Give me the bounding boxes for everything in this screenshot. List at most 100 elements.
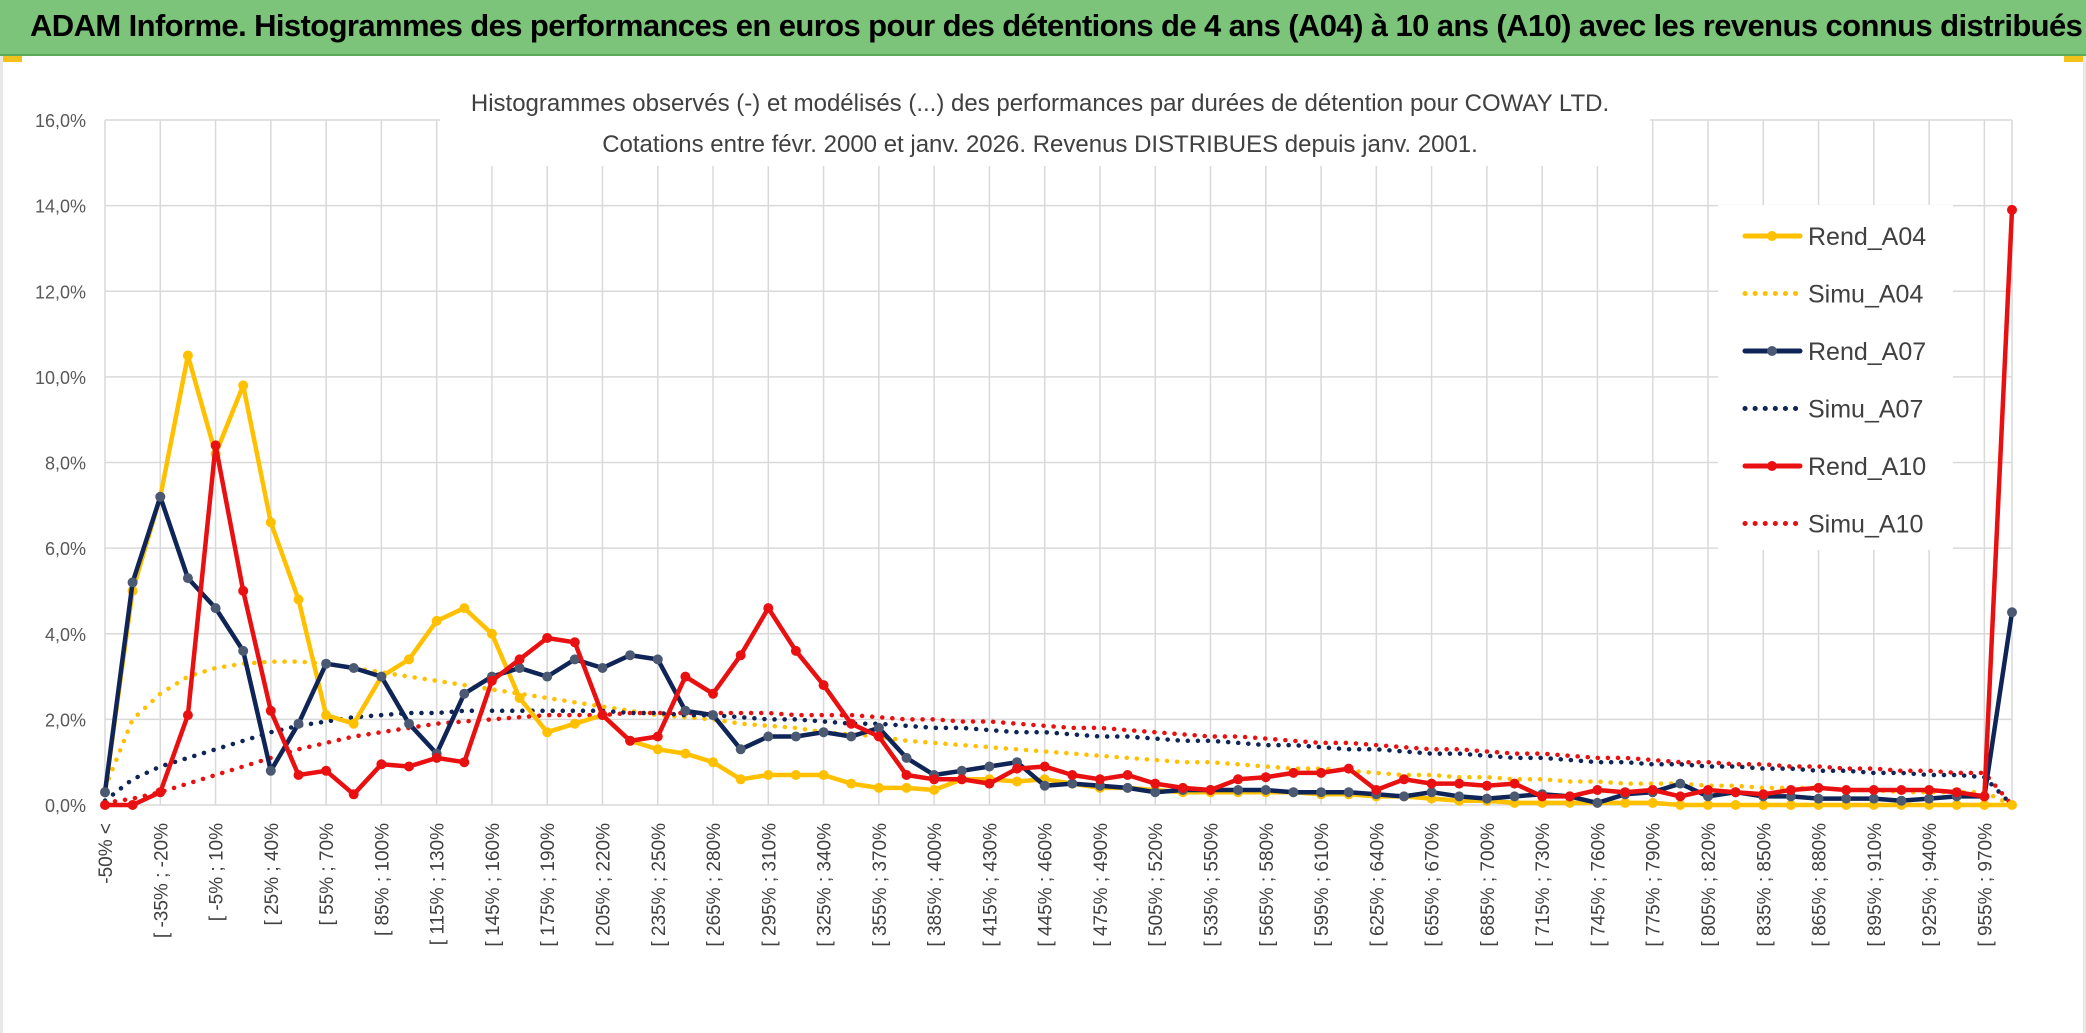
data-point: [1454, 778, 1465, 789]
x-tick-label: [ 55% ; 70%: [317, 823, 338, 926]
data-point: [514, 654, 525, 665]
data-point: [680, 671, 691, 682]
x-tick-label: -50% <: [96, 823, 117, 884]
data-point: [597, 710, 608, 721]
data-point: [404, 718, 414, 729]
data-point: [569, 718, 580, 729]
data-point: [238, 585, 249, 596]
series-line-rend-a04: [102, 353, 2015, 808]
data-point: [1785, 800, 1796, 810]
data-point: [1260, 772, 1271, 783]
data-point: [127, 577, 138, 588]
x-tick-label: [ 115% ; 130%: [428, 823, 449, 945]
data-point: [265, 765, 276, 776]
data-point: [597, 663, 608, 673]
data-point: [404, 761, 414, 772]
data-point: [818, 727, 829, 738]
data-point: [763, 770, 774, 780]
data-point: [1951, 787, 1962, 798]
x-tick-label: [ 415% ; 430%: [980, 823, 1001, 947]
data-point: [1177, 782, 1188, 793]
data-point: [321, 710, 332, 721]
data-point: [1896, 785, 1907, 795]
data-point: [348, 789, 359, 800]
x-tick-label: [ 865% ; 880%: [1810, 823, 1831, 947]
data-point: [1592, 785, 1603, 795]
x-tick-label: [ 625% ; 640%: [1367, 823, 1388, 947]
data-point: [873, 782, 884, 793]
data-point: [1868, 793, 1879, 804]
data-point: [652, 744, 663, 755]
data-point: [265, 705, 276, 716]
data-point: [652, 731, 663, 742]
data-point: [321, 658, 332, 669]
series-line-simu-a04: [102, 659, 2015, 808]
data-point: [873, 731, 884, 742]
data-point: [1039, 780, 1050, 791]
y-tick-label: 8,0%: [45, 454, 86, 474]
data-point: [1675, 778, 1686, 789]
data-point: [1316, 787, 1327, 798]
x-tick-label: [ 145% ; 160%: [483, 823, 504, 947]
data-point: [1868, 785, 1879, 795]
data-point: [182, 573, 193, 584]
data-point: [680, 705, 691, 716]
x-tick-label: [ 445% ; 460%: [1036, 823, 1057, 947]
data-point: [1233, 774, 1244, 785]
x-tick-label: [ 805% ; 820%: [1699, 823, 1720, 947]
x-tick-label: [ 685% ; 700%: [1478, 823, 1499, 947]
data-point: [1675, 791, 1686, 802]
data-point: [1924, 785, 1935, 795]
corner-accent-right: [2064, 56, 2086, 62]
data-point: [321, 765, 332, 776]
data-point: [155, 491, 166, 502]
data-point: [1979, 800, 1990, 810]
data-point: [1509, 791, 1520, 802]
data-point: [1951, 800, 1962, 810]
data-point: [984, 761, 995, 772]
x-tick-label: [ 325% ; 340%: [815, 823, 836, 947]
x-tick-label: [ 295% ; 310%: [759, 823, 780, 947]
x-tick-label: [ 775% ; 790%: [1644, 823, 1665, 947]
data-point: [1399, 774, 1409, 785]
data-point: [956, 774, 967, 785]
data-point: [763, 603, 774, 614]
legend-label: Simu_A04: [1808, 281, 1923, 309]
legend-marker: [1767, 231, 1777, 241]
x-tick-label: [ 355% ; 370%: [870, 823, 891, 947]
data-point: [238, 380, 249, 391]
x-tick-label: [ 85% ; 100%: [372, 823, 393, 936]
data-point: [1647, 797, 1658, 808]
legend-label: Simu_A07: [1808, 396, 1923, 424]
data-point: [376, 671, 387, 682]
legend-marker: [1767, 346, 1777, 356]
x-axis-ticks: -50% < [ -35% ; -20% [ -5% ; 10% [ 25% ; 40…: [96, 823, 1996, 947]
x-tick-label: [ 505% ; 520%: [1146, 823, 1167, 947]
data-point: [1813, 782, 1824, 793]
chart-subtitle: Cotations entre févr. 2000 et janv. 2026…: [602, 131, 1478, 158]
data-point: [293, 718, 304, 729]
data-point: [348, 663, 359, 673]
y-tick-label: 10,0%: [35, 368, 86, 388]
report-banner: ADAM Informe. Histogrammes des performan…: [0, 0, 2086, 56]
data-point: [1012, 776, 1022, 787]
data-point: [1233, 785, 1244, 795]
data-point: [1481, 780, 1492, 791]
data-point: [1067, 770, 1078, 780]
data-point: [1841, 785, 1852, 795]
x-tick-label: [ 385% ; 400%: [925, 823, 946, 947]
x-tick-label: [ 715% ; 730%: [1533, 823, 1554, 947]
data-point: [1150, 778, 1161, 789]
data-point: [1703, 785, 1713, 795]
data-point: [127, 800, 138, 810]
data-point: [1896, 795, 1907, 806]
data-point: [1012, 763, 1022, 774]
data-point: [514, 663, 525, 673]
data-point: [984, 778, 995, 789]
data-point: [155, 787, 166, 798]
data-point: [1813, 793, 1824, 804]
data-point: [1343, 787, 1354, 798]
y-tick-label: 4,0%: [45, 625, 86, 645]
series-line-rend-a07: [102, 494, 2015, 806]
data-point: [1122, 770, 1133, 780]
